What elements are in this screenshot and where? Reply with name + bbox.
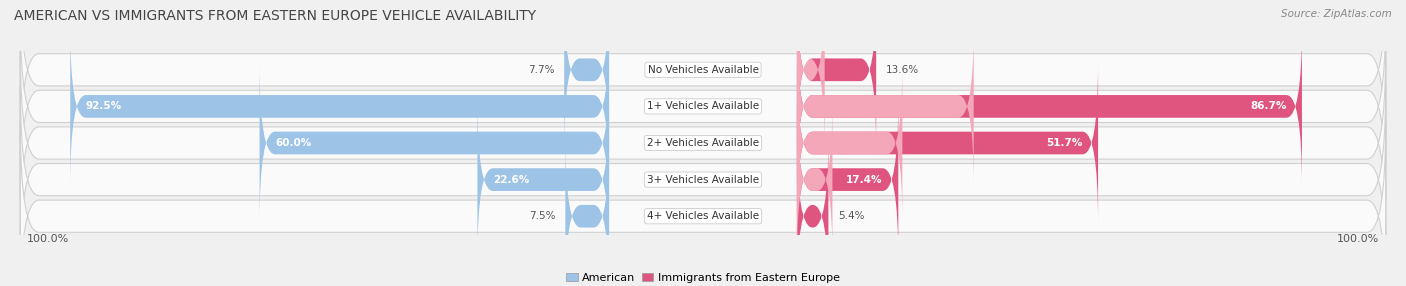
FancyBboxPatch shape [797,63,1098,223]
Text: 1+ Vehicles Available: 1+ Vehicles Available [647,102,759,111]
FancyBboxPatch shape [797,0,825,150]
FancyBboxPatch shape [260,63,609,223]
FancyBboxPatch shape [797,63,903,223]
FancyBboxPatch shape [20,13,1386,200]
FancyBboxPatch shape [70,26,609,186]
FancyBboxPatch shape [20,0,1386,164]
FancyBboxPatch shape [20,122,1386,286]
Text: 51.7%: 51.7% [1046,138,1083,148]
FancyBboxPatch shape [797,26,1302,186]
Text: 92.5%: 92.5% [86,102,122,111]
FancyBboxPatch shape [20,86,1386,273]
Text: No Vehicles Available: No Vehicles Available [648,65,758,75]
Text: 22.6%: 22.6% [494,175,529,184]
Legend: American, Immigrants from Eastern Europe: American, Immigrants from Eastern Europe [562,269,844,286]
Text: 60.0%: 60.0% [276,138,312,148]
Text: Source: ZipAtlas.com: Source: ZipAtlas.com [1281,9,1392,19]
Text: 2+ Vehicles Available: 2+ Vehicles Available [647,138,759,148]
Text: 5.4%: 5.4% [838,211,865,221]
Text: 3+ Vehicles Available: 3+ Vehicles Available [647,175,759,184]
FancyBboxPatch shape [565,136,609,286]
Text: 17.4%: 17.4% [846,175,883,184]
FancyBboxPatch shape [797,100,832,260]
Text: 100.0%: 100.0% [1337,234,1379,244]
FancyBboxPatch shape [564,0,609,150]
FancyBboxPatch shape [797,100,898,260]
Text: 4+ Vehicles Available: 4+ Vehicles Available [647,211,759,221]
Text: 13.6%: 13.6% [886,65,918,75]
Text: 7.5%: 7.5% [530,211,555,221]
FancyBboxPatch shape [20,49,1386,237]
FancyBboxPatch shape [797,26,974,186]
FancyBboxPatch shape [797,0,876,150]
Text: 100.0%: 100.0% [27,234,69,244]
FancyBboxPatch shape [797,136,828,286]
Text: 7.7%: 7.7% [529,65,555,75]
FancyBboxPatch shape [478,100,609,260]
Text: AMERICAN VS IMMIGRANTS FROM EASTERN EUROPE VEHICLE AVAILABILITY: AMERICAN VS IMMIGRANTS FROM EASTERN EURO… [14,9,536,23]
Text: 86.7%: 86.7% [1250,102,1286,111]
